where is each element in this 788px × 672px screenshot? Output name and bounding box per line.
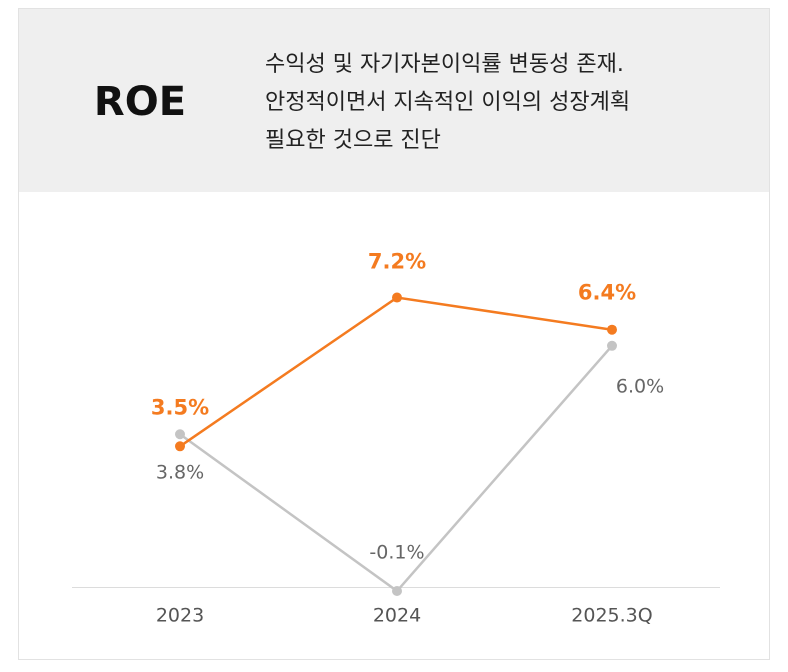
data-label: 6.4%	[578, 281, 636, 305]
data-label: 3.8%	[156, 462, 204, 484]
x-tick-label: 2024	[373, 605, 421, 627]
data-label: 7.2%	[368, 250, 426, 274]
point	[175, 441, 185, 452]
x-tick-label: 2023	[156, 605, 204, 627]
data-label: -0.1%	[369, 542, 424, 564]
header-title: ROE	[94, 79, 186, 125]
data-label: 3.5%	[151, 395, 209, 419]
point	[607, 340, 617, 351]
header-line: 필요한 것으로 진단	[265, 128, 441, 153]
data-label: 6.0%	[616, 375, 664, 397]
point	[175, 429, 185, 440]
point	[392, 586, 402, 597]
x-tick-label: 2025.3Q	[571, 605, 652, 627]
point	[607, 324, 617, 335]
header-bg	[19, 9, 769, 192]
header-line: 안정적이면서 지속적인 이익의 성장계획	[265, 90, 630, 115]
point	[392, 292, 402, 303]
header-line: 수익성 및 자기자본이익률 변동성 존재.	[265, 52, 624, 77]
